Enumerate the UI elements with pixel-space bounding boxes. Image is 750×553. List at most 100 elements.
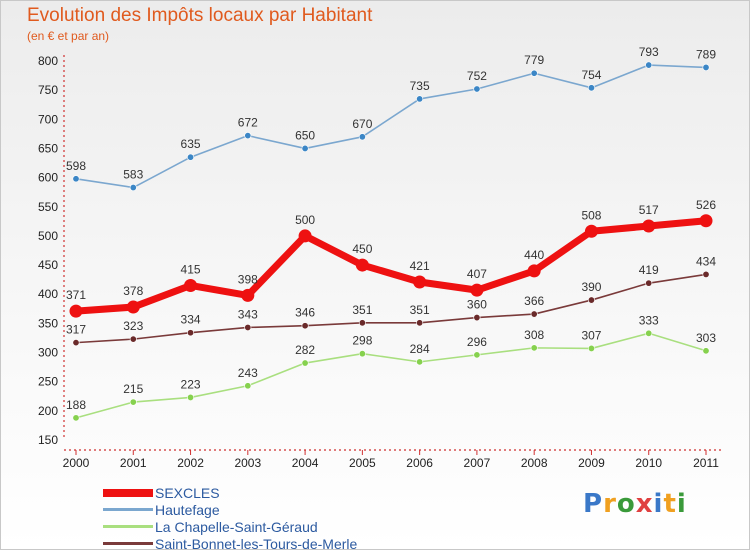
y-tick-label: 250 — [38, 375, 58, 389]
data-label: 303 — [696, 331, 716, 345]
data-label: 789 — [696, 47, 716, 61]
data-point — [358, 133, 366, 141]
data-point — [702, 347, 710, 355]
data-point — [244, 382, 252, 390]
legend-label: La Chapelle-Saint-Géraud — [155, 519, 318, 535]
data-label: 407 — [467, 267, 487, 281]
data-point — [702, 63, 710, 71]
data-point — [358, 319, 366, 327]
data-label: 672 — [238, 116, 258, 130]
data-point — [355, 258, 369, 272]
chart-subtitle: (en € et par an) — [27, 29, 110, 43]
y-tick-label: 500 — [38, 229, 58, 243]
data-point — [587, 296, 595, 304]
data-label: 598 — [66, 159, 86, 173]
data-point — [69, 304, 83, 318]
y-tick-label: 200 — [38, 404, 58, 418]
data-point — [187, 329, 195, 337]
data-label: 508 — [581, 208, 601, 222]
data-label: 351 — [410, 303, 430, 317]
data-label: 243 — [238, 366, 258, 380]
axes: 150 200 250 300 350 400 450 500 550 600 650 700 750 8… — [38, 54, 723, 470]
logo-letter: i — [653, 489, 664, 519]
chart-title: Evolution des Impôts locaux par Habitant — [27, 5, 373, 26]
data-point — [527, 264, 541, 278]
data-label: 398 — [238, 272, 258, 286]
logo-letter: o — [616, 489, 636, 519]
data-label: 526 — [696, 198, 716, 212]
x-tick-label: 2000 — [63, 456, 90, 470]
legend-swatch — [103, 508, 153, 511]
x-tick-label: 2006 — [406, 456, 433, 470]
data-point — [301, 322, 309, 330]
data-label: 419 — [639, 263, 659, 277]
data-point — [416, 319, 424, 327]
x-tick-label: 2011 — [693, 456, 719, 470]
y-tick-label: 300 — [38, 346, 58, 360]
data-label: 371 — [66, 288, 86, 302]
data-point — [301, 144, 309, 152]
data-label: 421 — [410, 259, 430, 273]
data-point — [530, 69, 538, 77]
data-point — [702, 270, 710, 278]
series-line-saint-bonnet-les-tours-de-merle — [75, 273, 707, 344]
data-point — [645, 279, 653, 287]
data-point — [587, 344, 595, 352]
data-label: 735 — [410, 79, 430, 93]
data-point — [470, 283, 484, 297]
data-label: 333 — [639, 313, 659, 327]
series-line-sexcles — [72, 217, 710, 315]
x-tick-label: 2007 — [464, 456, 491, 470]
data-label: 284 — [410, 342, 430, 356]
y-tick-label: 550 — [38, 200, 58, 214]
data-point — [126, 300, 140, 314]
data-label: 670 — [352, 117, 372, 131]
data-point — [129, 335, 137, 343]
data-label: 298 — [352, 334, 372, 348]
data-point — [642, 219, 656, 233]
data-point — [584, 224, 598, 238]
y-tick-label: 800 — [38, 54, 58, 68]
data-label: 360 — [467, 298, 487, 312]
y-tick-label: 700 — [38, 112, 58, 126]
data-label: 351 — [352, 303, 372, 317]
data-label: 282 — [295, 343, 315, 357]
data-label: 343 — [238, 307, 258, 321]
data-label: 779 — [524, 53, 544, 67]
proxiti-logo: Proxiti — [583, 489, 687, 519]
x-tick-label: 2010 — [635, 456, 662, 470]
series-line-hautefage — [75, 64, 707, 189]
data-labels: 598 583 635 672 650 670 735 752 779 754 793 789 188 2… — [66, 45, 716, 412]
data-label: 390 — [581, 280, 601, 294]
data-point — [129, 184, 137, 192]
x-tick-label: 2001 — [120, 456, 147, 470]
logo-letter: x — [635, 489, 654, 519]
data-label: 366 — [524, 294, 544, 308]
data-point — [72, 175, 80, 183]
data-label: 334 — [181, 313, 201, 327]
data-point — [530, 344, 538, 352]
logo-letter: i — [676, 489, 687, 519]
y-tick-label: 600 — [38, 171, 58, 185]
series-la-chapelle-saint-g-raud — [72, 329, 710, 422]
y-tick-label: 650 — [38, 141, 58, 155]
data-label: 188 — [66, 398, 86, 412]
data-label: 415 — [181, 262, 201, 276]
logo-letter: r — [603, 489, 617, 519]
data-label: 635 — [181, 137, 201, 151]
data-point — [244, 132, 252, 140]
data-point — [473, 85, 481, 93]
series-saint-bonnet-les-tours-de-merle — [72, 270, 710, 347]
data-label: 500 — [295, 213, 315, 227]
data-label: 296 — [467, 335, 487, 349]
data-label: 308 — [524, 328, 544, 342]
data-point — [645, 61, 653, 69]
legend-label: SEXCLES — [155, 485, 220, 501]
data-label: 517 — [639, 203, 659, 217]
data-label: 223 — [181, 377, 201, 391]
y-tick-label: 400 — [38, 287, 58, 301]
data-label: 378 — [123, 284, 143, 298]
data-label: 583 — [123, 168, 143, 182]
data-label: 650 — [295, 128, 315, 142]
